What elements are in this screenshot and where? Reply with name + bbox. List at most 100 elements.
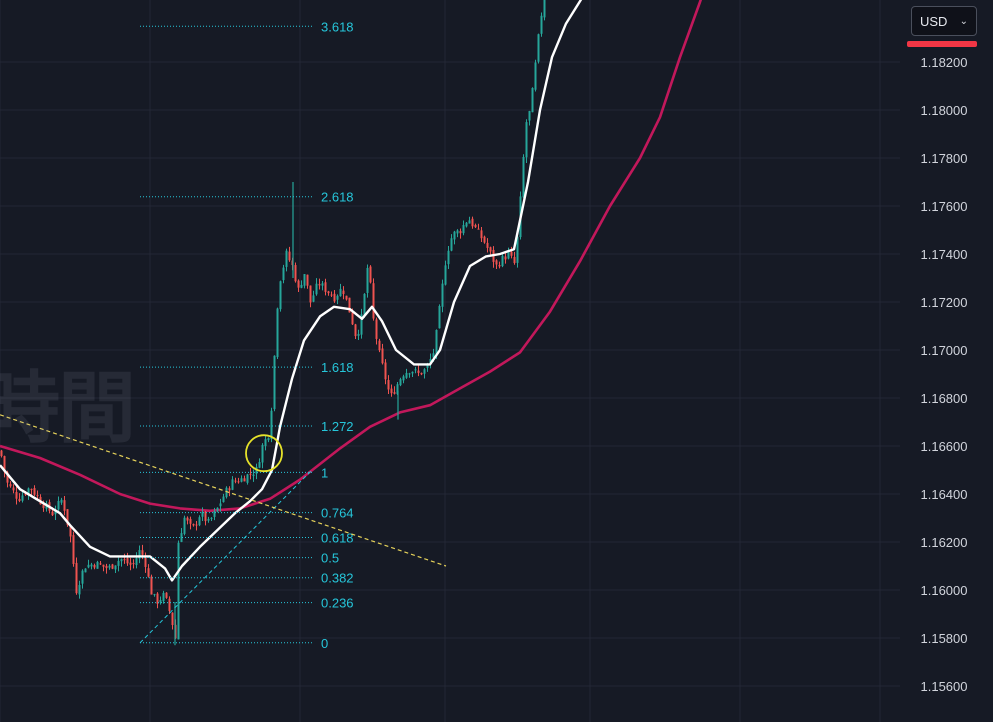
candle-body bbox=[495, 260, 498, 265]
ma-slow-layer bbox=[0, 0, 703, 513]
candle-body bbox=[0, 450, 3, 457]
candle-body bbox=[522, 156, 525, 198]
candle-body bbox=[264, 439, 267, 447]
candle-body bbox=[138, 550, 141, 559]
candle-body bbox=[480, 230, 483, 239]
fibonacci-retracement[interactable]: 0 0.236 0.382 0.5 0.618 0.764 1 1.272 1.618 2.618… bbox=[139, 19, 354, 651]
chevron-down-icon: ⌄ bbox=[959, 15, 968, 27]
price-axis[interactable]: 1.15600 1.15800 1.16000 1.16200 1.16400 1.166… bbox=[921, 55, 968, 694]
candle-body bbox=[90, 564, 93, 567]
y-tick-label: 1.17200 bbox=[921, 295, 968, 310]
candle-body bbox=[288, 251, 291, 261]
candle-body bbox=[123, 559, 126, 561]
candle-body bbox=[159, 600, 162, 603]
candle-body bbox=[102, 564, 105, 567]
candle-body bbox=[228, 488, 231, 491]
candle-body bbox=[453, 231, 456, 240]
candle-body bbox=[378, 340, 381, 351]
candle-body bbox=[108, 565, 111, 568]
candle-body bbox=[51, 511, 54, 516]
candle-body bbox=[84, 568, 87, 573]
candle-body bbox=[147, 568, 150, 577]
candle-body bbox=[63, 500, 66, 511]
candle-body bbox=[537, 34, 540, 62]
candle-body bbox=[372, 283, 375, 319]
candle-body bbox=[459, 231, 462, 234]
candle-body bbox=[438, 305, 441, 329]
candle-body bbox=[234, 480, 237, 482]
fib-level-label: 0.5 bbox=[321, 551, 339, 566]
candle-body bbox=[168, 598, 171, 611]
candle-body bbox=[444, 265, 447, 285]
candle-body bbox=[315, 283, 318, 295]
candle-body bbox=[429, 358, 432, 365]
candle-body bbox=[177, 542, 180, 640]
currency-select[interactable]: USD ⌄ bbox=[911, 6, 977, 36]
fib-level-label: 1.272 bbox=[321, 419, 354, 434]
y-tick-label: 1.17400 bbox=[921, 247, 968, 262]
candle-body bbox=[303, 274, 306, 286]
y-tick-label: 1.16000 bbox=[921, 583, 968, 598]
candle-body bbox=[87, 564, 90, 568]
candle-body bbox=[402, 376, 405, 381]
candle-body bbox=[237, 481, 240, 483]
candle-body bbox=[150, 576, 153, 595]
candle-body bbox=[450, 238, 453, 251]
candle-body bbox=[189, 518, 192, 524]
candle-body bbox=[354, 324, 357, 337]
fib-level-label: 1 bbox=[321, 465, 328, 480]
candle-body bbox=[468, 220, 471, 224]
candle-body bbox=[399, 379, 402, 386]
candle-body bbox=[504, 256, 507, 260]
candle-body bbox=[210, 517, 213, 519]
candle-body bbox=[240, 478, 243, 482]
candle-body bbox=[348, 297, 351, 313]
candle-body bbox=[441, 283, 444, 307]
candle-body bbox=[21, 495, 24, 501]
candle-body bbox=[336, 295, 339, 300]
candle-body bbox=[192, 524, 195, 526]
candle-body bbox=[12, 487, 15, 491]
candle-body bbox=[231, 479, 234, 490]
candle-body bbox=[489, 247, 492, 252]
fib-level-label: 3.618 bbox=[321, 19, 354, 34]
candle-body bbox=[24, 493, 27, 495]
candle-body bbox=[267, 438, 270, 441]
candle-body bbox=[507, 251, 510, 259]
candle-body bbox=[366, 267, 369, 293]
y-tick-label: 1.18200 bbox=[921, 55, 968, 70]
candle-body bbox=[471, 218, 474, 227]
y-tick-label: 1.16600 bbox=[921, 439, 968, 454]
candle-body bbox=[405, 372, 408, 378]
candle-body bbox=[42, 504, 45, 508]
y-tick-label: 1.17600 bbox=[921, 199, 968, 214]
candle-body bbox=[183, 517, 186, 534]
candle-body bbox=[72, 535, 75, 564]
y-tick-label: 1.18000 bbox=[921, 103, 968, 118]
candle-body bbox=[351, 312, 354, 325]
candle-body bbox=[501, 255, 504, 267]
candle-body bbox=[360, 314, 363, 335]
fib-level-label: 0.618 bbox=[321, 530, 354, 545]
candle-body bbox=[465, 222, 468, 227]
candle-body bbox=[180, 533, 183, 542]
candle-body bbox=[261, 444, 264, 463]
candle-body bbox=[81, 570, 84, 584]
candle-body bbox=[75, 562, 78, 594]
candle-body bbox=[528, 111, 531, 121]
y-tick-label: 1.16200 bbox=[921, 535, 968, 550]
y-tick-label: 1.16800 bbox=[921, 391, 968, 406]
ma-fast-layer bbox=[0, 0, 583, 582]
candle-body bbox=[135, 558, 138, 566]
candle-body bbox=[153, 594, 156, 596]
candle-body bbox=[33, 488, 36, 495]
candle-body bbox=[384, 362, 387, 380]
candle-body bbox=[510, 251, 513, 256]
fib-anchor-line bbox=[139, 469, 313, 644]
drawing-lines[interactable] bbox=[0, 414, 447, 567]
candle-body bbox=[390, 388, 393, 394]
y-tick-label: 1.17000 bbox=[921, 343, 968, 358]
candle-body bbox=[36, 495, 39, 497]
